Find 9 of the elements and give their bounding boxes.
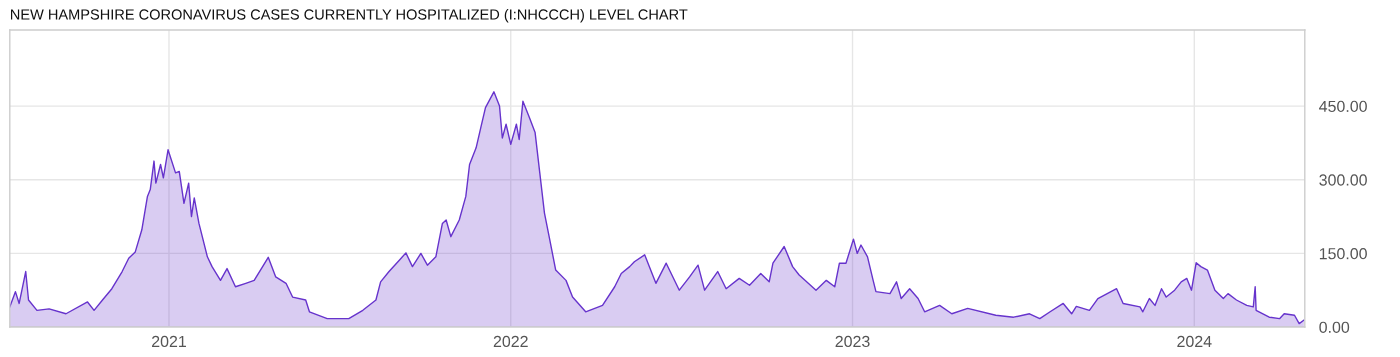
x-tick-label: 2023: [835, 335, 870, 348]
y-tick-label: 150.00: [1319, 248, 1367, 260]
x-tick-label: 2022: [493, 335, 528, 348]
y-tick-label: 450.00: [1319, 100, 1367, 113]
x-tick-label: 2024: [1177, 335, 1212, 348]
x-tick-label: 2021: [152, 335, 186, 348]
y-tick-label: 300.00: [1319, 174, 1367, 186]
y-tick-label: 0.00: [1319, 321, 1350, 333]
chart-title: NEW HAMPSHIRE CORONAVIRUS CASES CURRENTLY HOSPITALIZED (I:NHCCCH) LEVEL CHART: [11, 8, 688, 23]
